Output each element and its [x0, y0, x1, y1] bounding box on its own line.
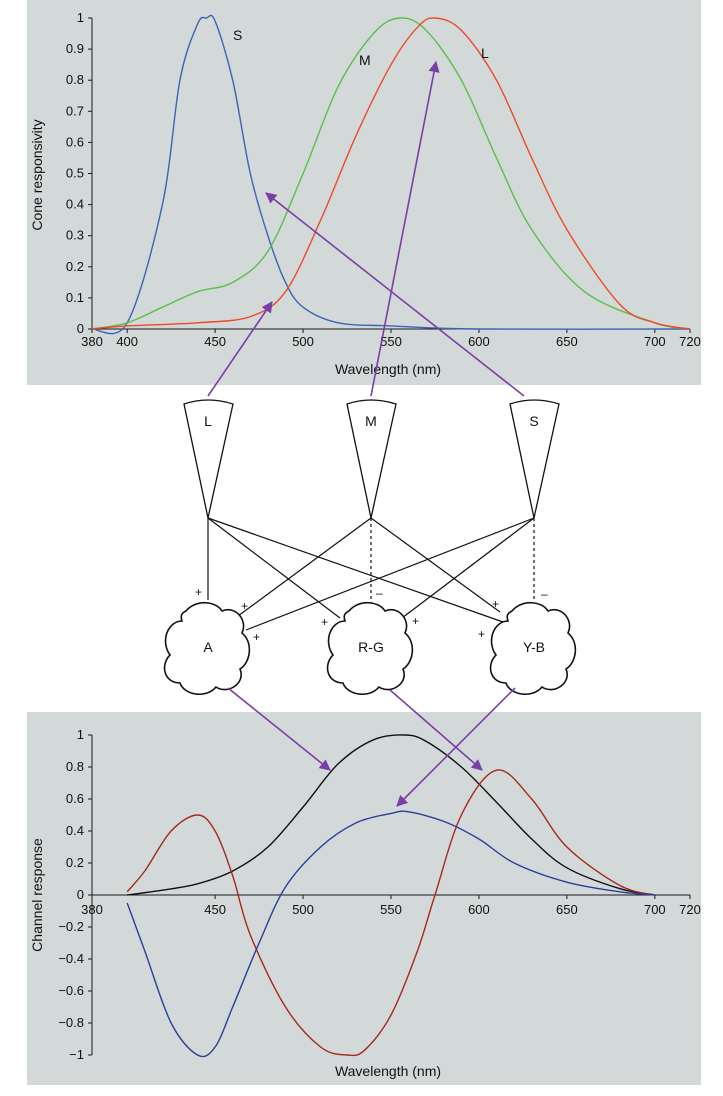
wire-l-to-yb [207, 517, 504, 623]
top-chart-axes: 380 400 450 500 550 600 650 700 720 0 0.1 0.2 0.3 0.4… [66, 10, 701, 349]
sign-plus: + [478, 627, 485, 641]
bottom-x-tick-label: 720 [679, 902, 701, 917]
bottom-chart-ylabel: Channel response [29, 838, 45, 952]
sign-minus: – [376, 586, 383, 600]
channel-curve-rg [126, 769, 655, 1057]
connection-signs: + + + + – + + + – [195, 585, 548, 644]
bottom-y-tick-label: −0.4 [58, 951, 84, 966]
bottom-y-tick-label: −0.2 [58, 919, 84, 934]
arrow-a-to-curve [227, 687, 331, 771]
top-y-tick-label: 0.8 [66, 72, 84, 87]
curve-label-s: S [233, 27, 242, 43]
bottom-x-tick-label: 450 [204, 902, 226, 917]
cone-l: L [183, 399, 234, 519]
top-y-tick-label: 0.9 [66, 41, 84, 56]
cone-m-label: M [365, 413, 377, 429]
top-x-tick-label: 450 [204, 334, 226, 349]
arrow-s-cone-to-curve [265, 192, 525, 397]
bottom-x-tick-label: 650 [556, 902, 578, 917]
curve-label-l: L [481, 45, 489, 61]
top-y-tick-label: 0 [77, 321, 84, 336]
top-chart-curves [91, 14, 691, 335]
arrow-m-cone-to-curve [370, 60, 440, 397]
top-x-tick-label: 720 [679, 334, 701, 349]
channel-yb-label: Y-B [523, 639, 545, 655]
bottom-y-tick-label: 0.6 [66, 791, 84, 806]
channel-a: A [163, 601, 251, 695]
top-y-tick-label: 0.2 [66, 259, 84, 274]
top-x-tick-label: 400 [116, 334, 138, 349]
cone-m: M [346, 399, 397, 519]
top-chart-xlabel: Wavelength (nm) [335, 361, 441, 377]
bottom-x-tick-label: 600 [468, 902, 490, 917]
bottom-y-tick-label: 0 [77, 887, 84, 902]
bottom-y-tick-label: 0.8 [66, 759, 84, 774]
bottom-x-tick-label: 380 [81, 902, 103, 917]
wire-s-to-rg [401, 517, 535, 619]
cone-curve-l [91, 17, 691, 330]
sign-plus: + [492, 597, 499, 611]
channel-a-label: A [203, 639, 213, 655]
channel-curve-a [127, 734, 655, 896]
cone-curve-m [91, 17, 691, 330]
mapping-arrows [207, 60, 525, 807]
bottom-y-tick-label: −1 [69, 1047, 84, 1062]
cone-curve-s [91, 14, 691, 335]
arrow-l-cone-to-curve [207, 301, 273, 397]
top-y-tick-label: 0.1 [66, 290, 84, 305]
top-y-tick-label: 0.4 [66, 197, 84, 212]
sign-plus: + [412, 614, 419, 628]
wire-m-to-yb [370, 517, 501, 613]
top-x-tick-label: 600 [468, 334, 490, 349]
bottom-y-tick-label: 1 [77, 727, 84, 742]
wire-s-to-a [245, 517, 535, 631]
diagram-wires [207, 517, 535, 631]
bottom-x-tick-label: 550 [380, 902, 402, 917]
top-chart-ylabel: Cone responsivity [29, 119, 45, 230]
sign-plus: + [195, 585, 202, 599]
bottom-chart-curves [126, 734, 655, 1058]
sign-minus: – [541, 587, 548, 601]
arrow-rg-to-curve [389, 689, 483, 771]
top-chart-panel [27, 0, 701, 385]
cone-s-label: S [529, 413, 538, 429]
top-y-tick-label: 0.7 [66, 103, 84, 118]
bottom-y-tick-label: −0.6 [58, 983, 84, 998]
sign-plus: + [253, 630, 260, 644]
bottom-y-tick-label: −0.8 [58, 1015, 84, 1030]
arrow-yb-to-curve [396, 687, 516, 807]
top-y-tick-label: 0.5 [66, 166, 84, 181]
sign-plus: + [321, 615, 328, 629]
bottom-chart-xlabel: Wavelength (nm) [335, 1063, 441, 1079]
channel-yb: Y-B [489, 601, 577, 695]
bottom-chart-axes: 380 450 500 550 600 650 700 720 1 0.8 0.6 0.4 0.2 0 −0… [58, 727, 701, 1062]
bottom-x-tick-label: 700 [644, 902, 666, 917]
curve-label-m: M [359, 52, 371, 68]
bottom-y-tick-label: 0.4 [66, 823, 84, 838]
wire-m-to-a [237, 517, 372, 617]
bottom-y-tick-label: 0.2 [66, 855, 84, 870]
channel-rg-label: R-G [358, 639, 384, 655]
top-x-tick-label: 500 [292, 334, 314, 349]
channel-rg: R-G [326, 601, 414, 695]
channel-curve-yb [126, 810, 655, 1058]
bottom-chart-panel [27, 712, 701, 1085]
top-x-tick-label: 550 [380, 334, 402, 349]
cone-s: S [509, 399, 560, 519]
top-y-tick-label: 0.3 [66, 228, 84, 243]
top-y-tick-label: 0.6 [66, 134, 84, 149]
top-y-tick-label: 1 [77, 10, 84, 25]
cone-l-label: L [204, 413, 212, 429]
bottom-x-tick-label: 500 [292, 902, 314, 917]
top-x-tick-label: 700 [644, 334, 666, 349]
wire-l-to-rg [207, 517, 341, 619]
top-x-tick-label: 380 [81, 334, 103, 349]
sign-plus: + [241, 599, 248, 613]
top-x-tick-label: 650 [556, 334, 578, 349]
